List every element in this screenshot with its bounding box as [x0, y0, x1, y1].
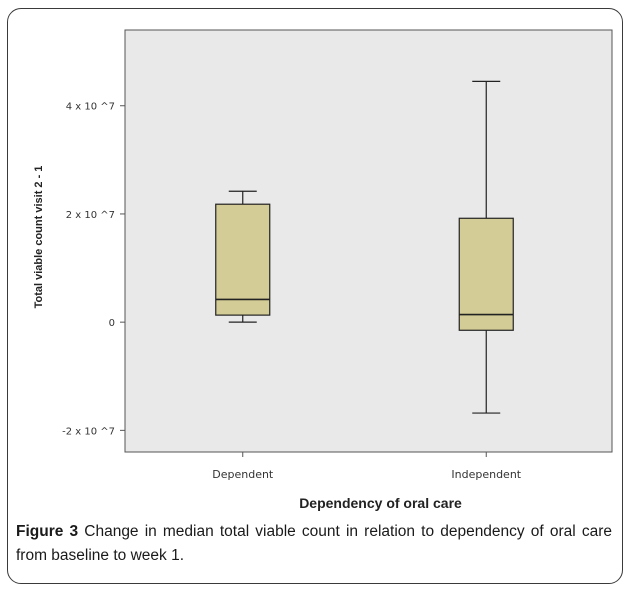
- box-independent: [458, 80, 514, 414]
- y-axis: -2 x 10 ^7 0 2 x 10 ^7 4 x 10 ^7: [62, 102, 125, 437]
- y-tick-label-0: -2 x 10 ^7: [62, 426, 115, 437]
- caption-text: Change in median total viable count in r…: [16, 523, 612, 564]
- y-tick-label-2: 2 x 10 ^7: [66, 210, 115, 221]
- y-tick-label-3: 4 x 10 ^7: [66, 102, 115, 113]
- x-tick-label-0: Dependent: [212, 468, 274, 481]
- plot-area: [124, 29, 613, 453]
- y-axis-label: Total viable count visit 2 - 1: [33, 166, 45, 309]
- box-iqr: [458, 217, 514, 331]
- x-tick-label-1: Independent: [451, 468, 521, 481]
- y-tick-label-1: 0: [109, 318, 115, 329]
- box-iqr: [215, 203, 271, 316]
- caption-label: Figure 3: [16, 523, 79, 540]
- boxes: [215, 80, 514, 414]
- x-axis-label: Dependency of oral care: [299, 495, 462, 511]
- x-axis: Dependent Independent: [212, 452, 522, 481]
- box-dependent: [215, 190, 271, 323]
- figure-caption: Figure 3 Change in median total viable c…: [16, 520, 612, 568]
